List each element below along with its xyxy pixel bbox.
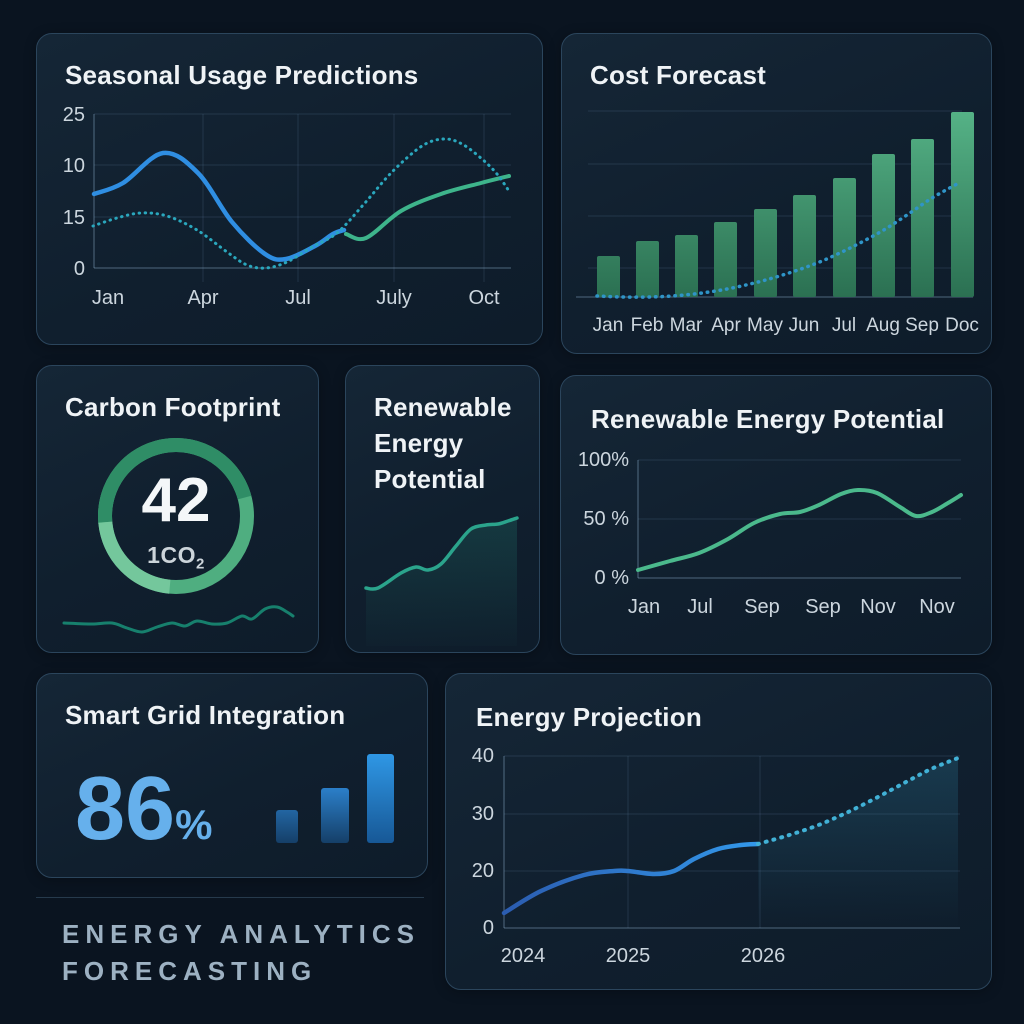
svg-text:Jul: Jul [687, 596, 713, 618]
gauge-value: 42 [141, 466, 211, 535]
svg-text:Jan: Jan [593, 315, 624, 336]
svg-text:Oct: Oct [468, 287, 500, 309]
svg-text:2024: 2024 [501, 945, 546, 967]
seasonal-usage-chart: 25 10 15 0 Jan Apr Jul July Oct [37, 34, 542, 344]
card-title-seasonal: Seasonal Usage Predictions [65, 60, 419, 90]
card-title-carbon: Carbon Footprint [65, 392, 281, 422]
card-carbon-footprint: Carbon Footprint 42 1CO2 [36, 365, 319, 653]
footer-line-2: FORECASTING [62, 955, 318, 986]
card-title-cost: Cost Forecast [590, 60, 766, 90]
svg-text:Apr: Apr [187, 287, 218, 309]
svg-text:2025: 2025 [606, 945, 651, 967]
card-title-energy: Energy Projection [476, 702, 702, 732]
svg-text:50 %: 50 % [583, 508, 629, 530]
card-smart-grid: Smart Grid Integration 86% [36, 673, 428, 878]
svg-text:Doc: Doc [945, 315, 979, 336]
svg-text:Feb: Feb [631, 315, 664, 336]
svg-text:Jul: Jul [285, 287, 311, 309]
gauge-text: 42 1CO2 [96, 470, 256, 573]
svg-text:2026: 2026 [741, 945, 786, 967]
footer-line-1: ENERGY ANALYTICS [62, 919, 420, 949]
svg-text:May: May [747, 315, 783, 336]
footer-divider [36, 897, 424, 898]
svg-text:30: 30 [472, 803, 494, 825]
svg-text:Jul: Jul [832, 315, 856, 336]
smart-grid-bars-chart [37, 674, 427, 877]
svg-text:25: 25 [63, 104, 85, 126]
card-title-smart-grid: Smart Grid Integration [65, 700, 346, 730]
svg-text:0: 0 [483, 917, 494, 939]
percent-sign: % [175, 801, 213, 848]
svg-text:Sep: Sep [805, 596, 841, 618]
smart-grid-stat: 86% [75, 759, 213, 859]
svg-text:Sep: Sep [905, 315, 939, 336]
card-renewable-mini: Renewable Energy Potential [345, 365, 540, 653]
renewable-potential-chart: 100% 50 % 0 % Jan Jul Sep Sep Nov Nov [561, 376, 991, 654]
card-cost-forecast: Jan Feb Mar Apr May Jun Jul Aug Sep Doc Cost Fore… [561, 33, 992, 354]
svg-text:20: 20 [472, 860, 494, 882]
svg-text:Aug: Aug [866, 315, 900, 336]
card-seasonal-usage: 25 10 15 0 Jan Apr Jul July Oct Seasonal Usage P… [36, 33, 543, 345]
svg-text:Nov: Nov [860, 596, 896, 618]
svg-text:Jan: Jan [628, 596, 660, 618]
carbon-gauge-chart [37, 366, 318, 652]
card-title-renewable-mini: Renewable Energy Potential [374, 392, 512, 494]
card-renewable-potential: 100% 50 % 0 % Jan Jul Sep Sep Nov Nov Renewable … [560, 375, 992, 655]
svg-text:Jun: Jun [789, 315, 820, 336]
renewable-mini-area-chart [346, 366, 539, 652]
cost-forecast-chart: Jan Feb Mar Apr May Jun Jul Aug Sep Doc [562, 34, 991, 353]
svg-text:15: 15 [63, 207, 85, 229]
svg-text:0: 0 [74, 258, 85, 280]
svg-text:Sep: Sep [744, 596, 780, 618]
svg-text:Nov: Nov [919, 596, 955, 618]
svg-text:Jan: Jan [92, 287, 124, 309]
gauge-unit: 1CO2 [147, 542, 205, 573]
footer-caption: ENERGY ANALYTICS FORECASTING [62, 916, 420, 990]
energy-projection-chart: 0 20 30 40 2024 2025 2026 [446, 674, 991, 989]
svg-text:40: 40 [472, 745, 494, 767]
svg-text:Apr: Apr [711, 315, 741, 336]
svg-text:Mar: Mar [670, 315, 703, 336]
card-energy-projection: 0 20 30 40 2024 2025 2026 Energy Projection [445, 673, 992, 990]
card-title-renewable: Renewable Energy Potential [591, 404, 945, 434]
svg-text:July: July [376, 287, 412, 309]
svg-text:10: 10 [63, 155, 85, 177]
svg-text:0 %: 0 % [595, 567, 630, 589]
svg-text:100%: 100% [578, 449, 629, 471]
